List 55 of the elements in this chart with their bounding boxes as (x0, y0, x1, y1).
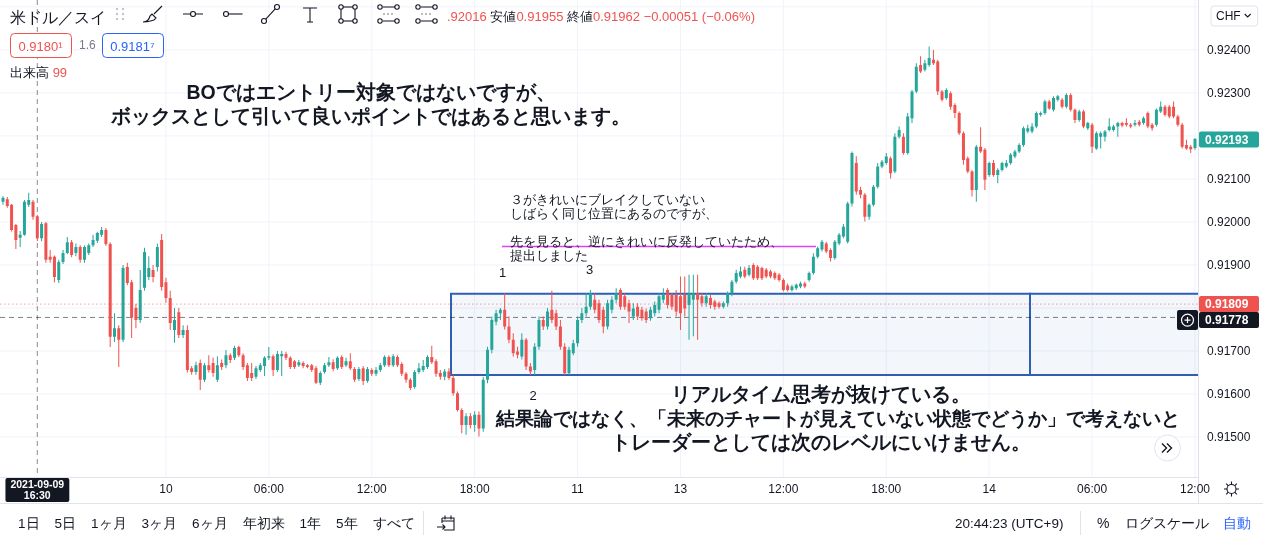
annotation: 3 (585, 261, 594, 276)
x-tick-label: 10 (159, 482, 173, 496)
candlestick (696, 274, 700, 340)
y-tick-label: 0.91600 (1207, 386, 1251, 401)
x-tick-label: 06:00 (1077, 482, 1108, 496)
y-axis-title: CHF (1216, 9, 1241, 23)
y-tick-label: 0.91700 (1207, 343, 1251, 358)
text: 0.92193 (1205, 132, 1249, 147)
candlestick (691, 274, 695, 337)
candlestick (267, 347, 271, 361)
annotation: ３がきれいにブレイクしていない (510, 192, 705, 207)
text: ログスケール (1125, 515, 1209, 531)
annotation: 提出しました (510, 247, 588, 263)
annotation: トレーダーとしては次のレベルにいけません。 (611, 431, 1031, 454)
y-tick-label: 0.92400 (1207, 42, 1251, 57)
annotation: リアルタイム思考が抜けている。 (671, 383, 971, 406)
annotation: 1.6 (79, 38, 97, 52)
annotation: 結果論ではなく、「未来のチャートが見えていない状態でどうか」で考えないと (495, 408, 1180, 430)
price-button: 0.9180¹ (10, 33, 72, 58)
annotation: ボックスとして引いて良いポイントではあると思います。 (110, 104, 631, 128)
annotation: 0.9180¹ (18, 38, 64, 54)
text: 米ドル／スイ (10, 8, 106, 26)
annotation: 先を見ると、逆にきれいに反発していたため、 (510, 234, 783, 249)
candlestick (1107, 118, 1111, 132)
x-tick-label: 18:00 (871, 482, 902, 496)
annotation: 0.9181⁷ (110, 38, 156, 54)
annotation: BOではエントリー対象ではないですが、 (186, 80, 556, 104)
annotation: しばらく同じ位置にあるのですが、 (510, 205, 718, 221)
annotation: 2 (529, 387, 537, 403)
y-tick-label: 0.92100 (1207, 171, 1251, 186)
x-tick-label: 12:00 (1179, 482, 1211, 496)
candlestick (1124, 118, 1128, 127)
text: 1日 5日 1ヶ月 3ヶ月 6ヶ月 年初来 1年 5年 すべて (18, 515, 415, 531)
x-tick-label: 12:00 (768, 482, 799, 496)
x-tick-label: 14 (982, 482, 997, 496)
annotation: 出来高 99 (10, 64, 68, 80)
ref-line-label: 0.91809 (1205, 297, 1249, 312)
text: % (1097, 515, 1110, 531)
y-tick-label: 0.92300 (1207, 85, 1251, 100)
price-button: 0.9181⁷ (102, 33, 164, 58)
ref-line-label: 0.91778 (1205, 313, 1249, 328)
y-tick-label: 0.91500 (1207, 430, 1251, 444)
x-tick-label: 13 (673, 482, 688, 496)
y-tick-label: 0.92000 (1207, 214, 1251, 229)
x-tick-label: 11 (571, 482, 585, 496)
x-tick-label: 06:00 (253, 482, 285, 496)
annotation: 1 (498, 264, 507, 279)
x-tick-label: 12:00 (356, 482, 388, 496)
text: 自動 (1223, 515, 1251, 531)
candlestick (280, 350, 284, 376)
y-tick-label: 0.91900 (1207, 257, 1251, 272)
text: 20:44:23 (UTC+9) (955, 515, 1064, 531)
text: .92016 安値0.91955 終値0.91962 −0.00051 (−0.06%) (447, 8, 755, 24)
x-tick-label: 2021-09-09 16:30 (10, 477, 65, 502)
x-tick-label: 18:00 (459, 482, 490, 496)
